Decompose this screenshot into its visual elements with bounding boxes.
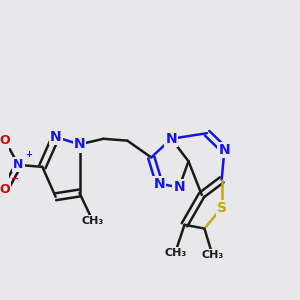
Text: N: N bbox=[218, 143, 230, 157]
Text: O: O bbox=[0, 183, 11, 196]
Text: CH₃: CH₃ bbox=[201, 250, 224, 260]
Text: CH₃: CH₃ bbox=[82, 216, 104, 226]
Text: N: N bbox=[74, 137, 85, 152]
Text: O: O bbox=[0, 134, 11, 147]
Text: +: + bbox=[25, 150, 32, 159]
Text: CH₃: CH₃ bbox=[164, 248, 186, 258]
Text: S: S bbox=[217, 201, 227, 215]
Text: N: N bbox=[13, 158, 24, 172]
Text: −: − bbox=[11, 174, 20, 184]
Text: N: N bbox=[165, 132, 177, 146]
Text: N: N bbox=[153, 177, 165, 191]
Text: N: N bbox=[173, 180, 185, 194]
Text: N: N bbox=[50, 130, 62, 144]
